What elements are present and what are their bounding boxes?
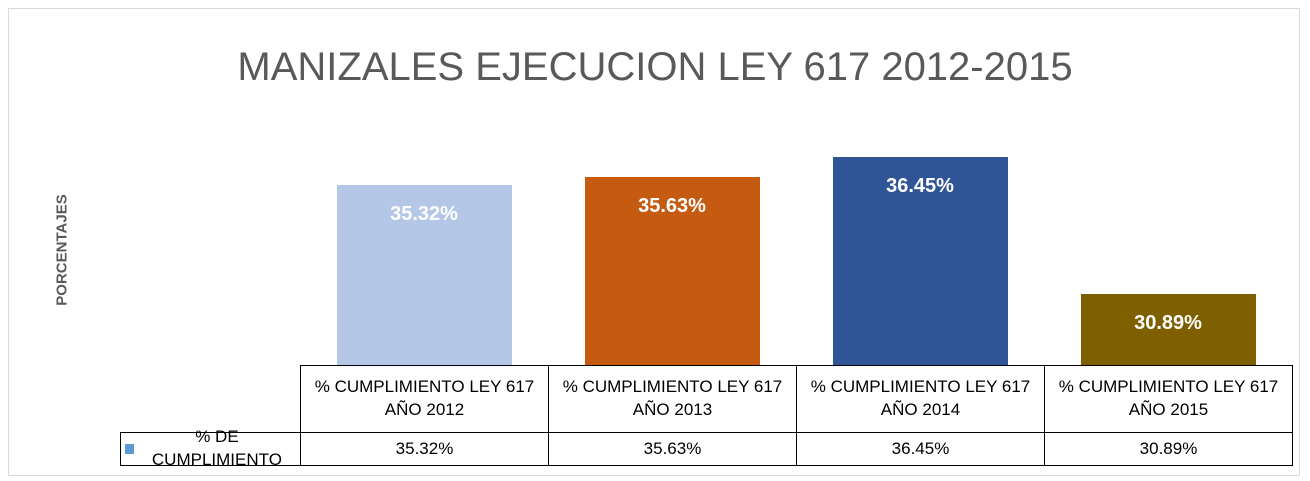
- table-header-cell: % CUMPLIMIENTO LEY 617 AÑO 2013: [548, 365, 797, 433]
- legend-cell: % DE CUMPLIMIENTO: [120, 427, 301, 469]
- bar: [832, 157, 1008, 365]
- table-header-cell: % CUMPLIMIENTO LEY 617 AÑO 2014: [796, 365, 1045, 433]
- chart-frame: [8, 8, 1300, 476]
- bar: [584, 177, 760, 365]
- table-value-cell: 35.63%: [548, 432, 797, 466]
- table-header-cell: % CUMPLIMIENTO LEY 617 AÑO 2015: [1044, 365, 1293, 433]
- table-value-cell: 30.89%: [1044, 432, 1293, 466]
- bar: [1080, 293, 1256, 365]
- table-header-cell: % CUMPLIMIENTO LEY 617 AÑO 2012: [300, 365, 549, 433]
- legend-label: % DE CUMPLIMIENTO: [151, 427, 282, 469]
- chart-title: MANIZALES EJECUCION LEY 617 2012-2015: [237, 45, 1073, 89]
- table-value-cell: 35.32%: [300, 432, 549, 466]
- data-label: 36.45%: [886, 175, 954, 198]
- data-label: 30.89%: [1134, 311, 1202, 334]
- data-label: 35.32%: [390, 202, 458, 225]
- bar: [336, 184, 512, 365]
- y-axis-label: PORCENTAJES: [53, 194, 71, 306]
- table-value-cell: 36.45%: [796, 432, 1045, 466]
- data-label: 35.63%: [638, 195, 706, 218]
- legend-swatch: [125, 444, 134, 454]
